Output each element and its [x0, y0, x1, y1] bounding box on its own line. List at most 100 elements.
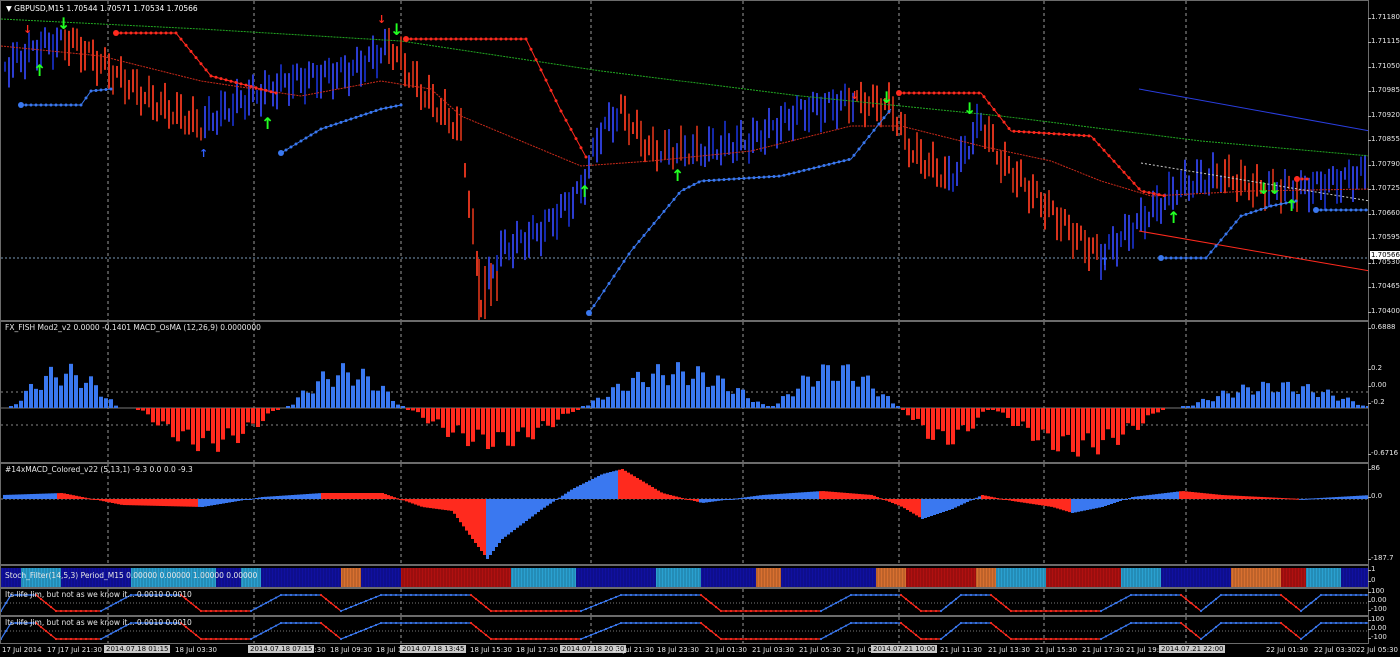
fish-bar — [109, 399, 113, 408]
life-jim-pane-2[interactable]: Its life Jim, but not as we know it... 0… — [0, 616, 1369, 644]
macd-bar — [429, 499, 432, 509]
macd-bar — [453, 499, 456, 514]
life-dot — [329, 629, 333, 633]
macd-bar — [1113, 499, 1116, 503]
macd-bar — [474, 499, 477, 543]
life-dot — [319, 621, 323, 625]
macd-bar — [1173, 491, 1176, 499]
life-dot — [1039, 637, 1043, 641]
life-dot — [9, 621, 13, 625]
fish-bar — [326, 379, 330, 408]
life-dot — [959, 593, 963, 597]
life-dot — [939, 609, 943, 613]
trail-stop-blue-dot — [797, 170, 801, 174]
macd-pane[interactable]: #14xMACD_Colored_v22 (5,13,1) -9.3 0.0 0… — [0, 463, 1369, 565]
fish-bar — [766, 406, 770, 408]
trail-stop-blue-dot — [737, 177, 741, 181]
trail-stop-red-dot — [124, 31, 128, 35]
macd-bar — [867, 494, 870, 499]
life-dot — [509, 637, 513, 641]
trail-stop-blue-dot — [1204, 256, 1208, 260]
macd-bar — [471, 499, 474, 539]
life-dot — [1044, 637, 1048, 641]
price-axis[interactable]: 1.71180 1.71115 1.71050 1.70985 1.70920 … — [1368, 0, 1400, 321]
time-label: 21 Jul 05:30 — [799, 646, 841, 654]
macd-bar — [423, 499, 426, 508]
trail-stop-blue-dot — [882, 116, 886, 120]
trail-stop-blue-dot — [1174, 256, 1178, 260]
fish-bar — [361, 368, 365, 408]
macd-bar — [1356, 495, 1359, 499]
trail-stop-red-dot — [564, 118, 568, 122]
macd-bar — [150, 499, 153, 506]
trail-stop-blue-dot — [1364, 208, 1368, 212]
fish-bar — [1221, 390, 1225, 408]
fish-bar — [831, 380, 835, 408]
macd-bar — [411, 499, 414, 504]
life-dot — [909, 629, 913, 633]
stoch-filter-pane[interactable]: Stoch_Filter(14,5,3) Period_M15 0.00000 … — [0, 565, 1369, 588]
life-dot — [1024, 609, 1028, 613]
trail-stop-red-dot — [1072, 133, 1076, 137]
macd-bar — [1014, 499, 1017, 502]
fish-osma-pane[interactable]: FX_FISH Mod2_v2 0.0000 -0.1401 MACD_OsMA… — [0, 321, 1369, 463]
trail-stop-red-dot — [174, 31, 178, 35]
life-dot — [144, 621, 148, 625]
macd-bar — [345, 493, 348, 499]
fish-bar — [491, 408, 495, 447]
macd-bar — [693, 499, 696, 501]
life-dot — [864, 593, 868, 597]
price-chart-pane[interactable]: ↑↑↑↑↑↑↓↓↓↓↓↓↓↓↓↑↑↑ ▼ GBPUSD,M15 1.70544 … — [0, 0, 1369, 321]
fish-bar — [44, 375, 48, 408]
fish-bar — [1336, 400, 1340, 408]
life-dot — [484, 605, 488, 609]
trail-stop-blue-start — [18, 102, 24, 108]
macd-bar — [681, 498, 684, 499]
trail-stop-blue-dot — [732, 177, 736, 181]
life-dot — [1089, 609, 1093, 613]
trail-stop-red-dot — [1122, 170, 1126, 174]
life-dot — [174, 621, 178, 625]
fish-bar — [646, 387, 650, 408]
macd-bar — [1344, 496, 1347, 499]
life-dot — [719, 637, 723, 641]
fish-bar — [266, 408, 270, 414]
macd-bar — [615, 470, 618, 499]
life-dot — [519, 637, 523, 641]
macd-bar — [711, 499, 714, 502]
macd-bar — [36, 493, 39, 499]
life-dot — [854, 593, 858, 597]
time-axis[interactable]: 17 Jul 2014 17 J 17 Jul 21:30 2014.07.18… — [0, 644, 1400, 657]
life-dot — [1244, 621, 1248, 625]
chart-menu-icon[interactable]: ▼ — [6, 4, 12, 13]
life-dot — [1199, 637, 1203, 641]
trail-stop-red-dot — [214, 75, 218, 79]
trail-stop-blue-dot — [1274, 203, 1278, 207]
macd-bar — [1134, 496, 1137, 499]
macd-bar — [882, 499, 885, 500]
trail-stop-blue-dot — [677, 191, 681, 195]
fish-bar — [1231, 397, 1235, 408]
macd-bar — [42, 493, 45, 499]
macd-bar — [1245, 496, 1248, 499]
time-label: 21 Jul 19: — [1126, 646, 1160, 654]
macd-bar — [501, 499, 504, 539]
macd-bar — [1023, 499, 1026, 503]
trail-stop-blue-dot — [627, 252, 631, 256]
macd-bar — [879, 498, 882, 500]
fish-bar — [1326, 389, 1330, 408]
macd-bar — [486, 499, 489, 559]
life-dot — [754, 637, 758, 641]
macd-bar — [6, 494, 9, 499]
macd-bar — [813, 491, 816, 499]
life-dot — [69, 637, 73, 641]
trail-stop-red-dot — [239, 82, 243, 86]
life-dot — [1159, 593, 1163, 597]
life-dot — [1324, 621, 1328, 625]
trail-stop-red-dot — [119, 31, 123, 35]
life-jim-pane-1[interactable]: Its life Jim, but not as we know it... 0… — [0, 588, 1369, 616]
macd-bar — [1017, 499, 1020, 502]
macd-bar — [909, 499, 912, 512]
life-dot — [714, 633, 718, 637]
life-dot — [904, 625, 908, 629]
